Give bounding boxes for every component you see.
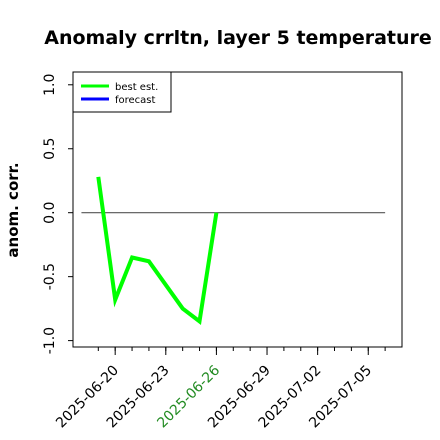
plot-frame [72, 71, 403, 348]
legend-label: best est. [115, 82, 158, 93]
plot-area [72, 71, 403, 348]
legend-box [72, 71, 172, 113]
y-axis-label: anom. corr. [4, 162, 22, 257]
x-axis: 2025-06-202025-06-232025-06-262025-06-29… [53, 347, 386, 431]
y-tick-label: 0.0 [42, 202, 58, 224]
y-tick-label: -1.0 [42, 327, 58, 354]
y-axis: -1.0 -0.5 0.0 0.5 1.0 [42, 74, 73, 354]
legend-label: forecast [115, 95, 156, 106]
y-tick-label: 0.5 [42, 138, 58, 160]
y-tick-label: -0.5 [42, 263, 58, 290]
y-tick-label: 1.0 [42, 74, 58, 96]
chart-title: Anomaly crrltn, layer 5 temperature [44, 27, 432, 49]
legend: best est. forecast [72, 71, 172, 113]
series-layer [81, 176, 386, 326]
series-line-best-est [96, 176, 219, 326]
